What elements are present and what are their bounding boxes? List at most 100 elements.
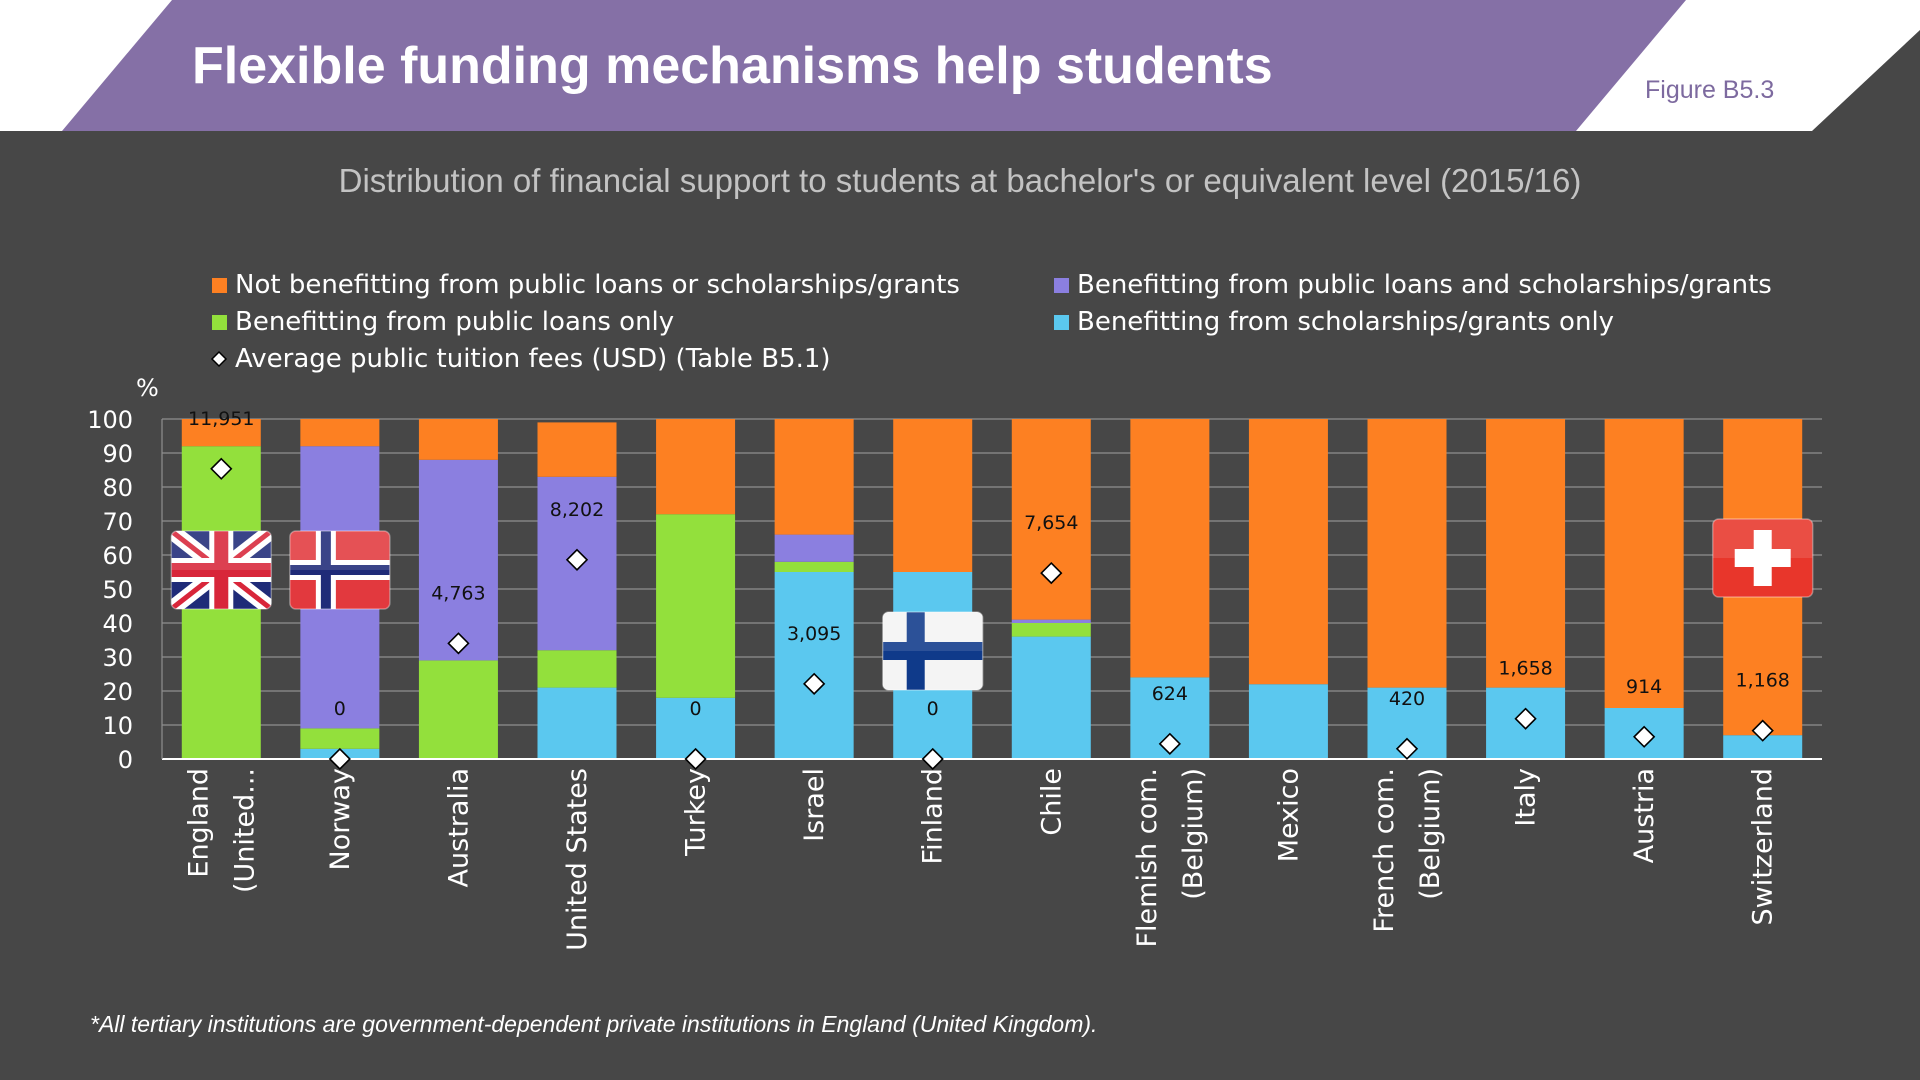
- bar-segment: [537, 687, 617, 759]
- tuition-fee-label: 7,654: [1024, 512, 1078, 534]
- bar-segment: [537, 422, 617, 477]
- tuition-fee-label: 11,951: [188, 408, 254, 430]
- y-tick-label: 20: [102, 678, 133, 706]
- x-tick-label: United States: [562, 768, 593, 951]
- x-tick-label: Switzerland: [1748, 768, 1779, 926]
- tuition-fee-marker: [447, 632, 470, 655]
- flag-cross-blue: [882, 642, 983, 660]
- flag-gloss: [1712, 519, 1813, 558]
- tuition-fee-label: 0: [334, 698, 346, 720]
- bar-segment: [418, 419, 498, 460]
- bar-segment: [1130, 419, 1210, 678]
- flag-body: [171, 531, 272, 609]
- legend-entry: Average public tuition fees (USD) (Table…: [235, 344, 831, 374]
- flag-body: [1712, 519, 1813, 597]
- x-tick-label: Australia: [443, 768, 474, 887]
- tuition-fee-marker: [1751, 719, 1774, 742]
- y-tick-label: 100: [87, 406, 133, 434]
- bar-segment: [418, 660, 498, 759]
- tuition-fee-marker: [1514, 707, 1537, 730]
- footnote: *All tertiary institutions are governmen…: [90, 1011, 1098, 1037]
- header-banner-shape: [62, 0, 1920, 131]
- finland-flag-icon: [881, 611, 984, 691]
- chart-subtitle: Distribution of financial support to stu…: [338, 162, 1582, 199]
- bar-segment: [1367, 419, 1447, 688]
- x-tick-label: French com.: [1369, 768, 1400, 933]
- x-tick-label: Mexico: [1273, 768, 1304, 862]
- switzerland-flag-icon: [1711, 518, 1814, 598]
- flag-body: [882, 612, 983, 690]
- legend-swatch: [210, 350, 228, 368]
- y-tick-label: 30: [102, 644, 133, 672]
- tuition-fee-label: 624: [1152, 683, 1188, 705]
- bar-segment: [1248, 419, 1328, 685]
- bar-segment: [1011, 636, 1091, 759]
- x-tick-label: (Belgium): [1178, 768, 1209, 900]
- legend-entry: Benefitting from public loans only: [235, 307, 674, 337]
- tuition-fee-marker: [1633, 725, 1656, 748]
- x-tick-label: (Belgium): [1415, 768, 1446, 900]
- tuition-fee-label: 914: [1626, 676, 1662, 698]
- tuition-fee-marker: [1395, 737, 1419, 760]
- tuition-fee-label: 3,095: [787, 623, 841, 645]
- y-tick-label: 10: [102, 712, 133, 740]
- y-tick-label: 50: [102, 576, 133, 604]
- legend-entry: Not benefitting from public loans or sch…: [235, 270, 960, 300]
- bar-segment: [893, 419, 973, 572]
- x-tick-label: Norway: [325, 768, 356, 870]
- x-tick-label: England: [183, 768, 214, 878]
- flag-border: [881, 611, 984, 691]
- bar-segment: [774, 419, 854, 535]
- x-tick-label: Finland: [918, 768, 949, 864]
- flag-body: [289, 531, 390, 609]
- x-tick-label: Italy: [1511, 768, 1542, 827]
- x-tick-label: Flemish com.: [1132, 768, 1163, 947]
- x-tick-label: Israel: [799, 768, 830, 842]
- x-tick-label: Austria: [1629, 768, 1660, 863]
- bar-segment: [656, 419, 736, 515]
- bar-segment: [774, 572, 854, 759]
- bar-segment: [1011, 623, 1091, 637]
- bar-segment: [1011, 419, 1091, 620]
- y-tick-label: 0: [118, 746, 133, 774]
- bar-segment: [300, 728, 380, 749]
- tuition-fee-label: 0: [690, 698, 702, 720]
- tuition-fee-marker: [210, 457, 233, 480]
- y-tick-label: 70: [102, 508, 133, 536]
- bar-segment: [418, 459, 498, 661]
- tuition-fee-marker: [921, 747, 944, 771]
- y-tick-label: 60: [102, 542, 133, 570]
- legend-swatch: [1054, 315, 1069, 330]
- tuition-fee-label: 1,168: [1736, 670, 1790, 692]
- header-banner: [0, 0, 1920, 131]
- legend-swatch: [1054, 278, 1069, 293]
- flag-border: [289, 530, 391, 610]
- bar-segment: [774, 561, 854, 572]
- tuition-fee-label: 4,763: [431, 582, 485, 604]
- bar-segment: [656, 514, 736, 698]
- tuition-fee-marker: [684, 747, 707, 771]
- page-title: Flexible funding mechanisms help student…: [192, 37, 1273, 95]
- flag-gloss: [882, 612, 983, 651]
- y-axis-label: %: [136, 374, 159, 402]
- bar-segment: [774, 534, 854, 562]
- flag-cross: [1734, 549, 1791, 567]
- y-tick-label: 80: [102, 474, 133, 502]
- tuition-fee-marker: [565, 548, 589, 571]
- bar-segment: [1011, 619, 1091, 623]
- tuition-fee-marker: [1158, 732, 1181, 755]
- bar-segment: [1248, 684, 1328, 759]
- x-tick-label: (United...: [229, 768, 260, 893]
- tuition-fee-marker: [328, 747, 351, 771]
- tuition-fee-label: 1,658: [1498, 658, 1552, 680]
- y-tick-label: 40: [102, 610, 133, 638]
- flag-gloss: [171, 531, 272, 570]
- x-tick-label: Chile: [1036, 768, 1067, 836]
- flag-gloss: [289, 531, 390, 570]
- bar-segment: [1604, 419, 1684, 708]
- bar-segment: [1723, 735, 1803, 759]
- legend-swatch: [212, 315, 227, 330]
- tuition-fee-marker: [1040, 561, 1063, 585]
- flag-border: [170, 530, 273, 610]
